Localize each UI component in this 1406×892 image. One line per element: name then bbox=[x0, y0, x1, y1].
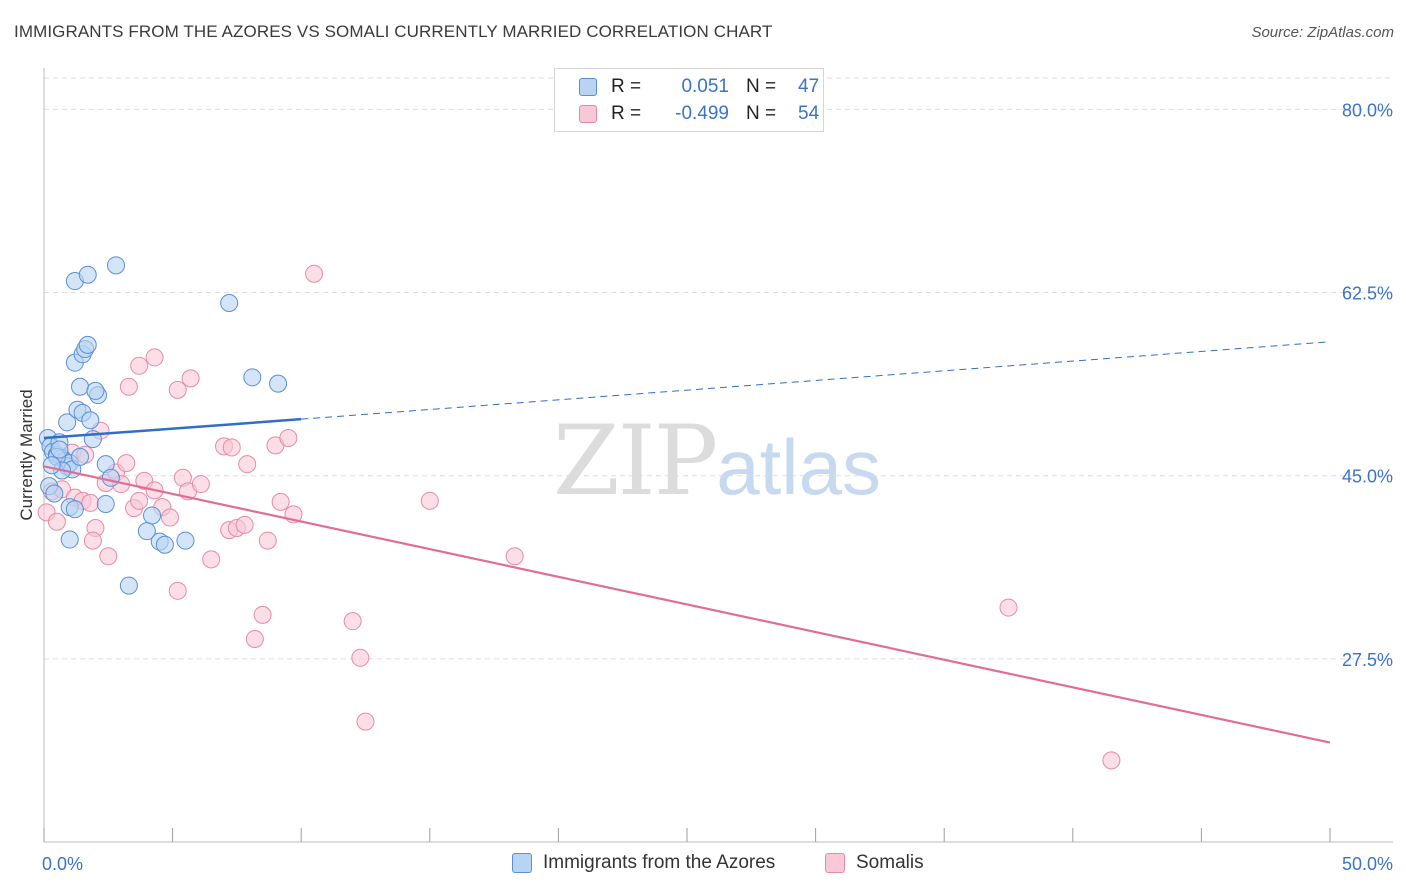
azores-trend-line bbox=[43, 417, 302, 440]
n-label: N = bbox=[746, 103, 777, 124]
watermark-zip: ZIP bbox=[553, 405, 718, 517]
somalis-point bbox=[279, 429, 298, 448]
somalis-point bbox=[505, 547, 524, 566]
azores-point bbox=[65, 500, 84, 519]
azores-point bbox=[50, 440, 69, 459]
somalis-point bbox=[202, 550, 221, 569]
somalis-point bbox=[351, 648, 370, 667]
legend-swatch-somalis bbox=[579, 105, 597, 123]
somalis-point bbox=[356, 712, 375, 731]
legend-label-somalis: Somalis bbox=[856, 852, 924, 873]
somalis-point bbox=[161, 508, 180, 527]
n-value: 47 bbox=[798, 76, 820, 97]
azores-point bbox=[220, 294, 239, 313]
legend-swatch-somalis bbox=[825, 853, 845, 873]
somalis-point bbox=[168, 380, 187, 399]
legend-swatch-azores bbox=[512, 853, 532, 873]
azores-point bbox=[78, 265, 97, 284]
y-tick-label: 62.5% bbox=[1342, 284, 1393, 304]
azores-point bbox=[58, 413, 77, 432]
azores-point bbox=[137, 522, 156, 541]
somalis-point bbox=[181, 369, 200, 388]
azores-point bbox=[119, 576, 138, 595]
somalis-point bbox=[145, 348, 164, 367]
somalis-point bbox=[235, 515, 254, 534]
somalis-point bbox=[238, 455, 257, 474]
somalis-point bbox=[420, 491, 439, 510]
somalis-point bbox=[130, 356, 149, 375]
somalis-point bbox=[343, 612, 362, 631]
somalis-point bbox=[99, 547, 118, 566]
azores-point bbox=[155, 535, 174, 554]
azores-point bbox=[60, 530, 79, 549]
y-tick-label: 80.0% bbox=[1342, 100, 1393, 120]
y-tick-label: 45.0% bbox=[1342, 467, 1393, 487]
watermark: ZIPatlas bbox=[553, 405, 881, 517]
azores-point bbox=[101, 468, 120, 487]
somalis-point bbox=[168, 581, 187, 600]
legend-swatch-azores bbox=[579, 78, 597, 96]
n-label: N = bbox=[746, 76, 777, 97]
somalis-point bbox=[81, 493, 100, 512]
somalis-point bbox=[83, 531, 102, 550]
chart-title: IMMIGRANTS FROM THE AZORES VS SOMALI CUR… bbox=[14, 22, 773, 41]
azores-point bbox=[86, 381, 105, 400]
y-tick-label: 27.5% bbox=[1342, 650, 1393, 670]
somalis-point bbox=[130, 491, 149, 510]
n-value: 54 bbox=[798, 103, 820, 124]
legend-item-somalis[interactable]: Somalis bbox=[825, 852, 924, 874]
azores-trend-extension bbox=[301, 341, 1331, 420]
somalis-point bbox=[305, 264, 324, 283]
somalis-point bbox=[271, 492, 290, 511]
somalis-point bbox=[253, 605, 272, 624]
legend-row-azores: R = 0.051 N = 47 bbox=[579, 75, 819, 99]
somalis-point bbox=[258, 531, 277, 550]
somalis-point bbox=[47, 512, 66, 531]
x-tick-label: 0.0% bbox=[42, 854, 83, 874]
somalis-point bbox=[117, 454, 136, 473]
x-tick-label: 50.0% bbox=[1342, 854, 1393, 874]
watermark-atlas: atlas bbox=[716, 423, 881, 511]
r-value: 0.051 bbox=[681, 76, 729, 97]
correlation-legend: R = 0.051 N = 47 R = -0.499 N = 54 bbox=[554, 68, 824, 132]
azores-point bbox=[71, 377, 90, 396]
azores-point bbox=[78, 335, 97, 354]
legend-row-somalis: R = -0.499 N = 54 bbox=[579, 102, 819, 126]
source-credit: Source: ZipAtlas.com bbox=[1251, 24, 1394, 41]
somalis-point bbox=[191, 475, 210, 494]
somalis-point bbox=[245, 629, 264, 648]
somalis-trend-line bbox=[43, 465, 1331, 744]
azores-point bbox=[42, 456, 61, 475]
r-label: R = bbox=[611, 76, 642, 97]
azores-point bbox=[71, 447, 90, 466]
somalis-point bbox=[119, 377, 138, 396]
r-label: R = bbox=[611, 103, 642, 124]
azores-point bbox=[243, 368, 262, 387]
azores-point bbox=[269, 374, 288, 393]
somalis-point bbox=[222, 438, 241, 457]
r-value: -0.499 bbox=[675, 103, 729, 124]
series-legend: Immigrants from the Azores Somalis bbox=[0, 852, 1406, 876]
legend-label-azores: Immigrants from the Azores bbox=[543, 852, 776, 873]
azores-point bbox=[143, 506, 162, 525]
azores-point bbox=[107, 256, 126, 275]
azores-point bbox=[81, 411, 100, 430]
azores-point bbox=[96, 494, 115, 513]
somalis-point bbox=[1102, 751, 1121, 770]
azores-point bbox=[45, 484, 64, 503]
legend-item-azores[interactable]: Immigrants from the Azores bbox=[512, 852, 775, 874]
azores-point bbox=[176, 531, 195, 550]
somalis-point bbox=[999, 598, 1018, 617]
